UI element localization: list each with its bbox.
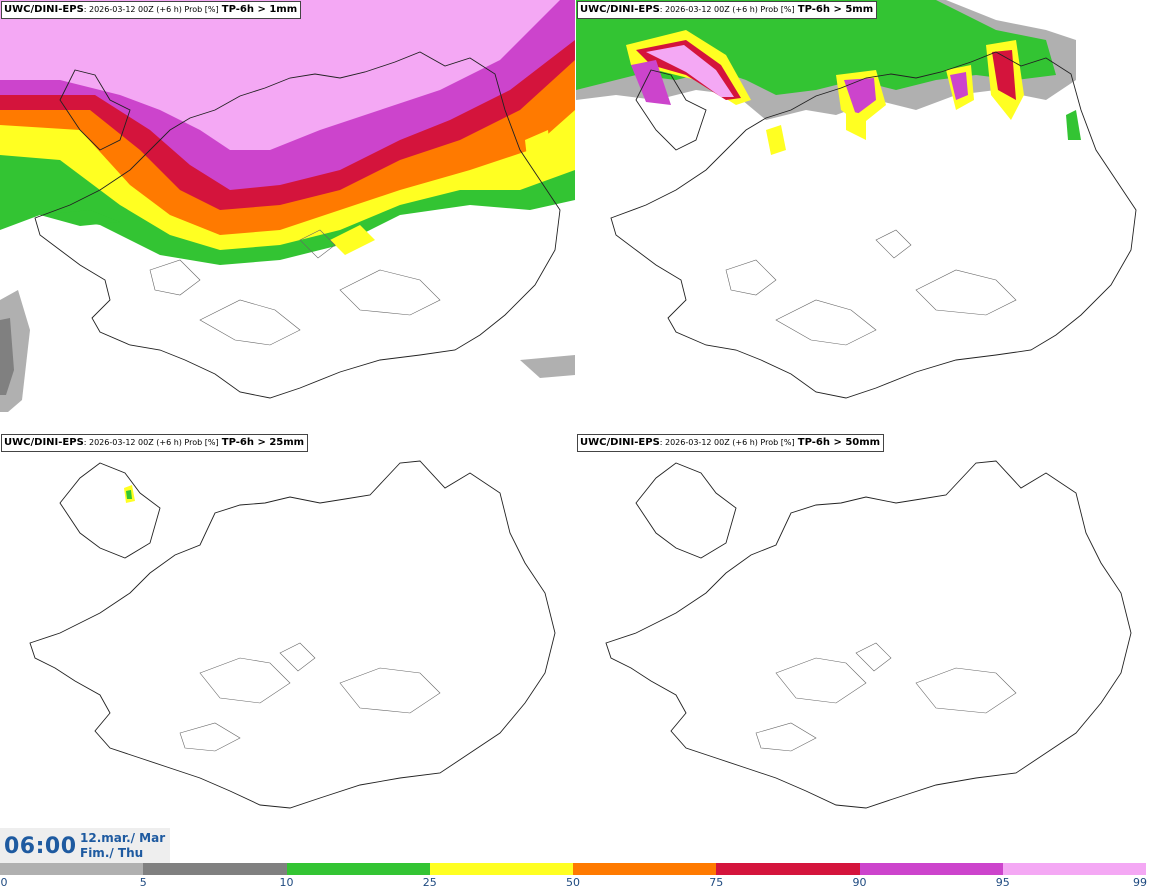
valid-date-line1: 12.mar./ Mar [80,831,166,845]
colorbar-tick-label: 10 [279,876,294,889]
colorbar-tick-label: 0 [0,876,8,889]
threshold-label: TP-6h > 5mm [797,4,874,15]
probability-map [0,0,575,412]
run-info: : 2026-03-12 00Z (+6 h) Prob [%] [83,438,219,447]
run-info: : 2026-03-12 00Z (+6 h) Prob [%] [659,5,795,14]
map-panel-1mm: UWC/DINI-EPS: 2026-03-12 00Z (+6 h) Prob… [0,0,575,412]
panel-title: UWC/DINI-EPS: 2026-03-12 00Z (+6 h) Prob… [577,1,878,19]
model-name: UWC/DINI-EPS [580,4,660,15]
run-info: : 2026-03-12 00Z (+6 h) Prob [%] [659,438,795,447]
run-info: : 2026-03-12 00Z (+6 h) Prob [%] [83,5,219,14]
colorbar-segment [716,863,860,875]
probability-map [29,460,556,809]
model-name: UWC/DINI-EPS [580,437,660,448]
threshold-label: TP-6h > 1mm [221,4,298,15]
colorbar-tick-label: 95 [995,876,1010,889]
threshold-label: TP-6h > 25mm [221,437,305,448]
colorbar-tick-label: 25 [422,876,437,889]
colorbar-segment [859,863,1003,875]
colorbar-segment [286,863,430,875]
valid-time: 06:00 [4,834,77,859]
colorbar-tick-label: 99 [1133,876,1147,889]
map-panel-50mm: UWC/DINI-EPS: 2026-03-12 00Z (+6 h) Prob… [576,433,1150,831]
iceland-outline [605,460,1132,809]
probability-field [576,0,1081,155]
threshold-label: TP-6h > 50mm [797,437,881,448]
valid-time-box: 06:00 12.mar./ Mar Fim./ Thu [0,828,170,863]
panel-title: UWC/DINI-EPS: 2026-03-12 00Z (+6 h) Prob… [1,1,302,19]
probability-field [0,0,575,412]
colorbar-segment [573,863,717,875]
panel-title: UWC/DINI-EPS: 2026-03-12 00Z (+6 h) Prob… [1,434,309,452]
probability-field [124,485,135,503]
colorbar-segment [143,863,287,875]
probability-colorbar: 0 5 10 25 50 75 90 95 99 [0,863,1150,891]
valid-date: 12.mar./ Mar Fim./ Thu [80,831,165,861]
valid-date-line2: Fim./ Thu [80,846,144,860]
model-name: UWC/DINI-EPS [4,4,84,15]
probability-map [576,0,1137,399]
colorbar-tick-label: 50 [566,876,580,889]
colorbar-segment [429,863,573,875]
probability-map [605,460,1132,809]
colorbar-tick-label: 5 [139,876,147,889]
map-panel-25mm: UWC/DINI-EPS: 2026-03-12 00Z (+6 h) Prob… [0,433,575,831]
iceland-outline [610,51,1137,399]
map-panel-5mm: UWC/DINI-EPS: 2026-03-12 00Z (+6 h) Prob… [576,0,1150,412]
iceland-outline [34,51,561,399]
colorbar-tick-label: 90 [852,876,867,889]
colorbar-segment [1002,863,1146,875]
panel-title: UWC/DINI-EPS: 2026-03-12 00Z (+6 h) Prob… [577,434,885,452]
iceland-outline [29,460,556,809]
colorbar-segment [0,863,144,875]
model-name: UWC/DINI-EPS [4,437,84,448]
colorbar-tick-label: 75 [709,876,724,889]
